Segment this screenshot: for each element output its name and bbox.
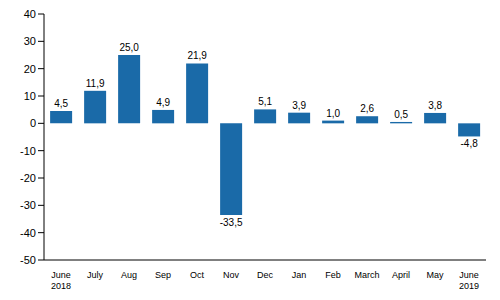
svg-text:Oct: Oct bbox=[190, 270, 205, 280]
svg-text:25,0: 25,0 bbox=[119, 42, 139, 53]
svg-text:1,0: 1,0 bbox=[326, 108, 340, 119]
svg-text:Dec: Dec bbox=[257, 270, 274, 280]
svg-text:April: April bbox=[392, 270, 410, 280]
svg-text:May: May bbox=[426, 270, 444, 280]
svg-text:3,8: 3,8 bbox=[428, 100, 442, 111]
svg-text:-50: -50 bbox=[20, 254, 36, 266]
svg-text:Nov: Nov bbox=[223, 270, 240, 280]
svg-text:10: 10 bbox=[24, 90, 36, 102]
svg-text:Jan: Jan bbox=[292, 270, 307, 280]
svg-text:Feb: Feb bbox=[325, 270, 341, 280]
svg-text:-4,8: -4,8 bbox=[461, 138, 479, 149]
svg-text:2,6: 2,6 bbox=[360, 103, 374, 114]
svg-text:21,9: 21,9 bbox=[187, 50, 207, 61]
svg-text:4,5: 4,5 bbox=[54, 98, 68, 109]
svg-text:Sep: Sep bbox=[155, 270, 171, 280]
svg-text:4,9: 4,9 bbox=[156, 97, 170, 108]
svg-text:40: 40 bbox=[24, 8, 36, 20]
svg-text:-40: -40 bbox=[20, 227, 36, 239]
svg-text:-30: -30 bbox=[20, 199, 36, 211]
svg-text:-33,5: -33,5 bbox=[220, 217, 243, 228]
svg-text:-20: -20 bbox=[20, 172, 36, 184]
svg-text:July: July bbox=[87, 270, 104, 280]
svg-text:5,1: 5,1 bbox=[258, 96, 272, 107]
svg-text:11,9: 11,9 bbox=[86, 78, 105, 89]
svg-text:-10: -10 bbox=[20, 145, 36, 157]
svg-text:30: 30 bbox=[24, 35, 36, 47]
svg-text:0: 0 bbox=[30, 117, 36, 129]
svg-text:Aug: Aug bbox=[121, 270, 137, 280]
svg-text:20: 20 bbox=[24, 63, 36, 75]
svg-text:3,9: 3,9 bbox=[292, 100, 306, 111]
svg-text:0,5: 0,5 bbox=[394, 109, 408, 120]
svg-text:March: March bbox=[354, 270, 379, 280]
svg-text:June2018: June2018 bbox=[51, 270, 71, 291]
svg-text:June2019: June2019 bbox=[459, 270, 479, 291]
